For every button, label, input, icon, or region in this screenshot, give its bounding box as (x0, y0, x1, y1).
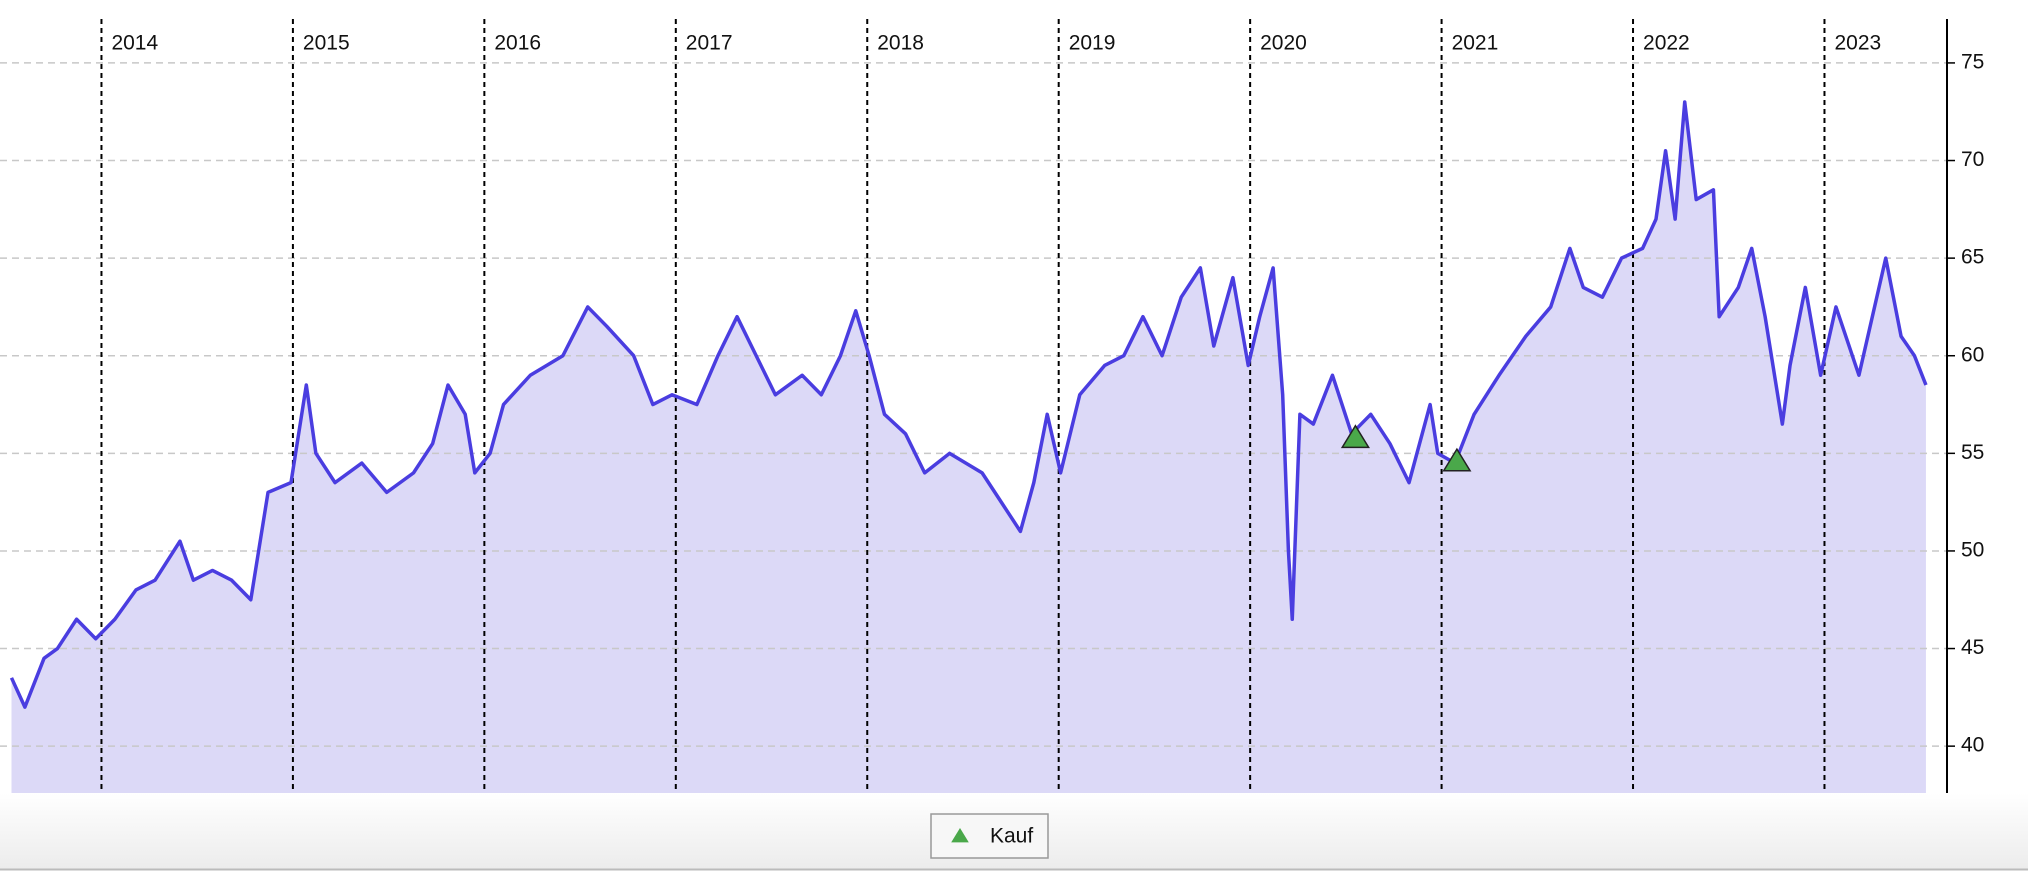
x-tick-label: 2016 (494, 32, 541, 55)
x-tick-label: 2020 (1260, 32, 1307, 55)
y-tick-label: 45 (1961, 636, 1984, 659)
line (9, 100, 1928, 709)
x-tick-label: 2018 (877, 32, 924, 55)
x-tick-label: 2019 (1069, 32, 1116, 55)
legend: Kauf (930, 813, 1049, 859)
x-tick-label: 2017 (686, 32, 733, 55)
y-tick-label: 50 (1961, 538, 1984, 561)
x-tick-label: 2015 (303, 32, 350, 55)
y-tick-label: 55 (1961, 441, 1984, 464)
legend-box (930, 813, 1049, 859)
x-tick-label: 2021 (1452, 32, 1499, 55)
legend-label: Kauf (990, 825, 1033, 848)
buy-marker (1442, 447, 1472, 472)
y-tick-label: 65 (1961, 246, 1984, 269)
x-tick-label: 2023 (1834, 32, 1881, 55)
area (11, 101, 1926, 793)
y-tick-label: 40 (1961, 734, 1984, 757)
x-tick-label: 2022 (1643, 32, 1690, 55)
x-tick-label: 2014 (111, 32, 158, 55)
legend-marker (951, 828, 969, 843)
buy-marker (1340, 424, 1370, 449)
y-tick-label: 70 (1961, 148, 1984, 171)
y-tick-label: 60 (1961, 343, 1984, 366)
y-tick-label: 75 (1961, 50, 1984, 73)
